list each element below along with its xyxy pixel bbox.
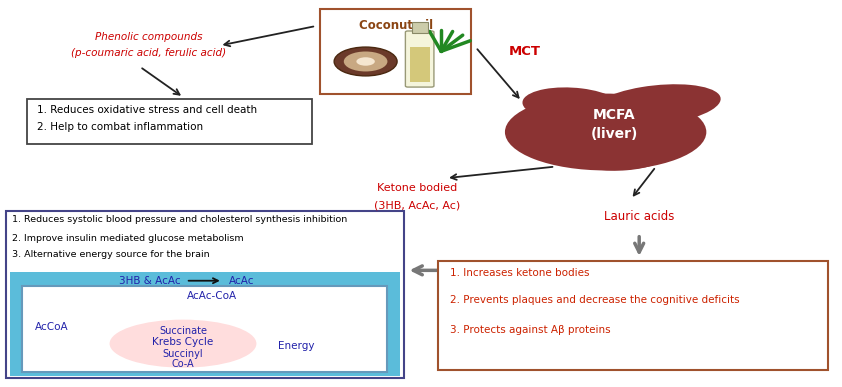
FancyBboxPatch shape: [10, 272, 400, 376]
Text: AcCoA: AcCoA: [35, 322, 68, 332]
Text: Energy: Energy: [278, 341, 314, 351]
Ellipse shape: [522, 87, 621, 123]
Text: Phenolic compounds: Phenolic compounds: [94, 32, 202, 42]
Text: 1. Reduces oxidative stress and cell death: 1. Reduces oxidative stress and cell dea…: [37, 105, 257, 115]
Text: MCT: MCT: [509, 45, 541, 58]
FancyBboxPatch shape: [23, 286, 387, 372]
Text: (3HB, AcAc, Ac): (3HB, AcAc, Ac): [374, 200, 460, 210]
FancyBboxPatch shape: [438, 261, 828, 370]
Text: Succinate: Succinate: [159, 326, 207, 336]
FancyBboxPatch shape: [320, 9, 472, 94]
Text: (p-coumaric acid, ferulic acid): (p-coumaric acid, ferulic acid): [71, 48, 226, 58]
Text: AcAc: AcAc: [229, 276, 255, 286]
Text: MCFA
(liver): MCFA (liver): [590, 108, 637, 140]
Ellipse shape: [505, 94, 706, 170]
Text: 3. Protects against Aβ proteins: 3. Protects against Aβ proteins: [450, 325, 611, 334]
Ellipse shape: [334, 47, 397, 76]
Ellipse shape: [591, 84, 721, 126]
Text: Krebs Cycle: Krebs Cycle: [152, 337, 214, 347]
Text: Succinyl: Succinyl: [163, 349, 203, 359]
Ellipse shape: [356, 57, 375, 66]
Ellipse shape: [344, 51, 387, 72]
Text: Co-A: Co-A: [172, 359, 195, 368]
Text: AcAc-CoA: AcAc-CoA: [187, 291, 237, 301]
FancyBboxPatch shape: [409, 47, 429, 82]
Text: Coconut oil: Coconut oil: [359, 19, 433, 32]
Ellipse shape: [581, 147, 664, 171]
Text: 3. Alternative energy source for the brain: 3. Alternative energy source for the bra…: [13, 250, 210, 259]
Text: Ketone bodied: Ketone bodied: [376, 183, 457, 193]
Text: Lauric acids: Lauric acids: [604, 210, 674, 223]
FancyBboxPatch shape: [405, 31, 434, 87]
FancyBboxPatch shape: [27, 99, 312, 144]
FancyBboxPatch shape: [412, 22, 428, 33]
Text: 2. Help to combat inflammation: 2. Help to combat inflammation: [37, 122, 203, 132]
Text: 1. Increases ketone bodies: 1. Increases ketone bodies: [450, 268, 590, 277]
Text: 1. Reduces systolic blood pressure and cholesterol synthesis inhibition: 1. Reduces systolic blood pressure and c…: [13, 216, 348, 224]
Text: 2. Prevents plaques and decrease the cognitive deficits: 2. Prevents plaques and decrease the cog…: [450, 295, 740, 305]
FancyBboxPatch shape: [6, 211, 404, 378]
Ellipse shape: [109, 320, 257, 368]
Text: 3HB & AcAc: 3HB & AcAc: [119, 276, 180, 286]
Text: 2. Improve insulin mediated glucose metabolism: 2. Improve insulin mediated glucose meta…: [13, 234, 244, 243]
